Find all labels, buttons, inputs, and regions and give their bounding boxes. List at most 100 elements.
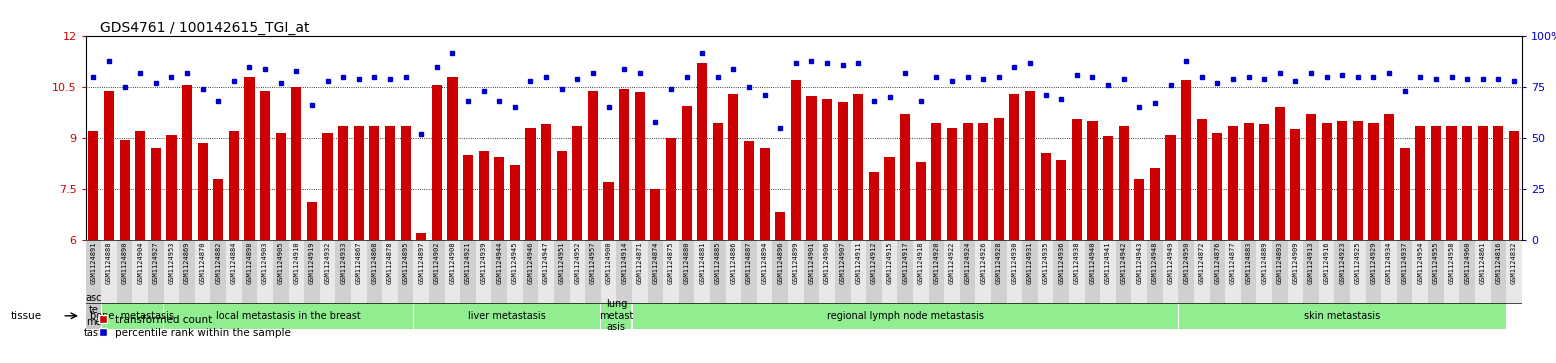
Bar	[165, 303, 412, 329]
Bar	[710, 240, 725, 303]
Bar	[414, 303, 601, 329]
Bar	[557, 151, 566, 240]
Bar	[1366, 240, 1382, 303]
Bar	[538, 240, 554, 303]
Bar	[601, 303, 632, 329]
Bar	[884, 156, 895, 240]
Bar	[1475, 240, 1491, 303]
Text: GSM1124942: GSM1124942	[1120, 241, 1127, 284]
Text: GSM1124905: GSM1124905	[277, 241, 283, 284]
Bar	[979, 123, 988, 240]
Bar	[899, 114, 910, 240]
Bar	[882, 240, 898, 303]
Bar	[398, 240, 414, 303]
Bar	[1193, 240, 1209, 303]
Bar	[1134, 179, 1144, 240]
Text: GSM1124900: GSM1124900	[605, 241, 612, 284]
Text: liver metastasis: liver metastasis	[468, 311, 546, 321]
Bar	[1212, 133, 1223, 240]
Bar	[868, 172, 879, 240]
Text: GSM1124896: GSM1124896	[778, 241, 783, 284]
Text: GDS4761 / 100142615_TGI_at: GDS4761 / 100142615_TGI_at	[100, 21, 310, 35]
Bar	[461, 240, 476, 303]
Text: GSM1124816: GSM1124816	[1495, 241, 1502, 284]
Text: GSM1124925: GSM1124925	[1355, 241, 1362, 284]
Bar	[303, 240, 319, 303]
Bar	[554, 240, 569, 303]
Bar	[151, 148, 160, 240]
Bar	[492, 240, 507, 303]
Bar	[1352, 121, 1363, 240]
Bar	[510, 165, 520, 240]
Bar	[1397, 240, 1413, 303]
Bar	[1368, 123, 1379, 240]
Bar	[1197, 119, 1207, 240]
Bar	[1116, 240, 1131, 303]
Bar	[352, 240, 367, 303]
Bar	[991, 240, 1007, 303]
Bar	[1053, 240, 1069, 303]
Bar	[820, 240, 836, 303]
Bar	[806, 95, 817, 240]
Bar	[569, 240, 585, 303]
Bar	[1069, 240, 1085, 303]
Text: GSM1124902: GSM1124902	[434, 241, 440, 284]
Bar	[86, 240, 101, 303]
Bar	[915, 162, 926, 240]
Bar	[1010, 94, 1019, 240]
Text: GSM1124891: GSM1124891	[90, 241, 96, 284]
Text: GSM1124874: GSM1124874	[652, 241, 658, 284]
Bar	[1271, 240, 1288, 303]
Bar	[132, 240, 148, 303]
Bar	[367, 240, 383, 303]
Text: GSM1124899: GSM1124899	[794, 241, 798, 284]
Bar	[929, 240, 944, 303]
Bar	[775, 212, 786, 240]
Bar	[1178, 240, 1193, 303]
Bar	[960, 240, 976, 303]
Bar	[1103, 136, 1113, 240]
Bar	[1165, 135, 1176, 240]
Text: GSM1124885: GSM1124885	[714, 241, 720, 284]
Bar	[86, 303, 101, 329]
Bar	[744, 141, 755, 240]
Bar	[759, 148, 770, 240]
Bar	[541, 125, 551, 240]
Bar	[1225, 240, 1240, 303]
Bar	[851, 240, 867, 303]
Bar	[944, 240, 960, 303]
Bar	[166, 135, 176, 240]
Bar	[229, 131, 240, 240]
Bar	[495, 156, 504, 240]
Text: GSM1124955: GSM1124955	[1433, 241, 1439, 284]
Text: GSM1124898: GSM1124898	[246, 241, 252, 284]
Bar	[431, 85, 442, 240]
Text: GSM1124946: GSM1124946	[527, 241, 534, 284]
Text: GSM1124921: GSM1124921	[465, 241, 471, 284]
Bar	[1209, 240, 1225, 303]
Bar	[353, 126, 364, 240]
Text: GSM1124916: GSM1124916	[1324, 241, 1330, 284]
Text: GSM1124953: GSM1124953	[168, 241, 174, 284]
Text: GSM1124868: GSM1124868	[372, 241, 378, 284]
Text: GSM1124861: GSM1124861	[1480, 241, 1486, 284]
Bar	[1119, 126, 1128, 240]
Text: GSM1124958: GSM1124958	[1449, 241, 1455, 284]
Text: GSM1124889: GSM1124889	[1262, 241, 1267, 284]
Text: GSM1124883: GSM1124883	[1246, 241, 1251, 284]
Text: GSM1124952: GSM1124952	[574, 241, 580, 284]
Bar	[836, 240, 851, 303]
Bar	[1491, 240, 1506, 303]
Text: GSM1124908: GSM1124908	[450, 241, 456, 284]
Bar	[853, 94, 864, 240]
Bar	[1290, 130, 1301, 240]
Bar	[415, 233, 426, 240]
Text: GSM1124872: GSM1124872	[1198, 241, 1204, 284]
Bar	[414, 240, 429, 303]
Text: GSM1124914: GSM1124914	[621, 241, 627, 284]
Bar	[632, 240, 647, 303]
Text: GSM1124927: GSM1124927	[152, 241, 159, 284]
Bar	[1072, 119, 1081, 240]
Text: GSM1124951: GSM1124951	[559, 241, 565, 284]
Bar	[429, 240, 445, 303]
